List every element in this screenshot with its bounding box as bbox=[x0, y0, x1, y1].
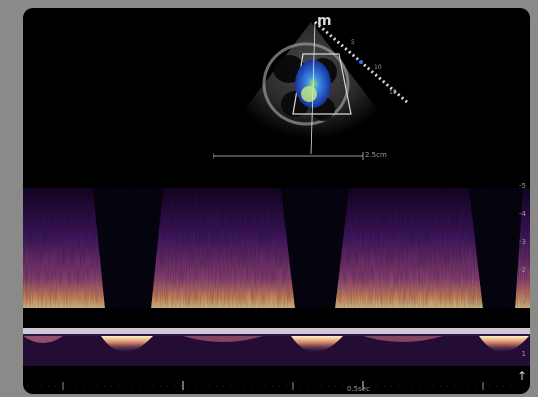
velocity-label: -4 bbox=[519, 210, 526, 218]
time-axis bbox=[27, 381, 513, 390]
depth-label-10: 10 bbox=[374, 64, 382, 71]
spectral-doppler-trace bbox=[23, 188, 530, 378]
velocity-scale: -5 -4 -3 -2 -1 1 bbox=[511, 178, 530, 378]
ultrasound-screen: 10 15 5 m 2.5cm bbox=[23, 8, 530, 394]
velocity-label: -1 bbox=[519, 294, 526, 302]
orientation-marker: m bbox=[317, 13, 332, 29]
velocity-label: -2 bbox=[519, 266, 526, 274]
velocity-label: -3 bbox=[519, 238, 526, 246]
baseline-arrow-icon: ↑ bbox=[517, 369, 528, 383]
bottom-scale-label: 0.5sec bbox=[347, 385, 370, 393]
top-scale-label: 2.5cm bbox=[365, 151, 387, 159]
echo-sector-image: 10 15 5 bbox=[241, 20, 408, 155]
lower-spectrum bbox=[23, 336, 530, 366]
top-scale-bar bbox=[213, 152, 364, 160]
depth-label-15: 15 bbox=[389, 89, 397, 96]
depth-label-5: 5 bbox=[351, 39, 355, 46]
velocity-label: 1 bbox=[521, 350, 526, 358]
velocity-label: -5 bbox=[519, 182, 526, 190]
